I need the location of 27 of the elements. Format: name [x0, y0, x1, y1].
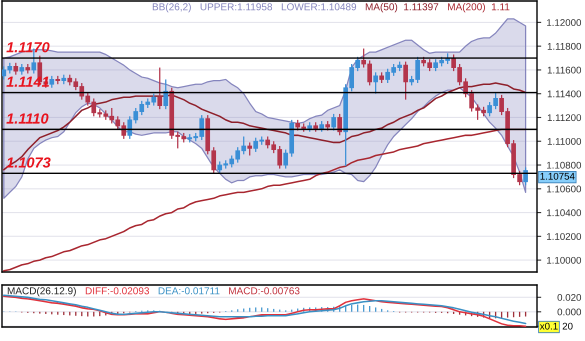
text: MA(200) 1.11	[448, 3, 510, 12]
text: x0.1	[540, 322, 558, 330]
y-tick-label: 1.10800	[547, 162, 582, 169]
y-tick-label: 1.10200	[547, 233, 582, 240]
y-tick-label: 1.10400	[547, 209, 582, 216]
text: MA(50) 1.11397	[366, 3, 438, 12]
annotation: UPPER:1.11958	[200, 3, 272, 10]
y-tick-label: 1.11800	[548, 42, 582, 50]
text: 1.10754	[540, 172, 575, 180]
y-tick-label: 1.11000	[548, 138, 582, 145]
y-tick-label: 1.11600	[548, 66, 582, 74]
annotation: LOWER:1.10489	[282, 3, 356, 10]
legend-label: BB(26,2)	[152, 3, 191, 12]
text: 20	[562, 322, 573, 330]
y-tick-label: 1.10000	[547, 256, 582, 264]
y-tick-label: 1.11400	[548, 90, 582, 98]
chart-title: MACD(26.12.9)	[8, 287, 76, 296]
y-tick-label: 1.10600	[547, 186, 582, 192]
ref-line-label: 1.1110	[6, 113, 48, 124]
y-tick-label: 1.11200	[548, 114, 582, 122]
series-label: MACD:-0.00763	[229, 287, 300, 294]
y-tick-label: 1.12000	[547, 19, 582, 26]
y-tick-label: 0.000	[557, 308, 582, 316]
series-label: DIFF:-0.02093	[86, 287, 150, 294]
series-label: DEA:-0.01711	[158, 287, 220, 294]
y-tick-label: 0.020	[557, 294, 582, 301]
ref-line-label: 1.1170	[6, 42, 50, 52]
